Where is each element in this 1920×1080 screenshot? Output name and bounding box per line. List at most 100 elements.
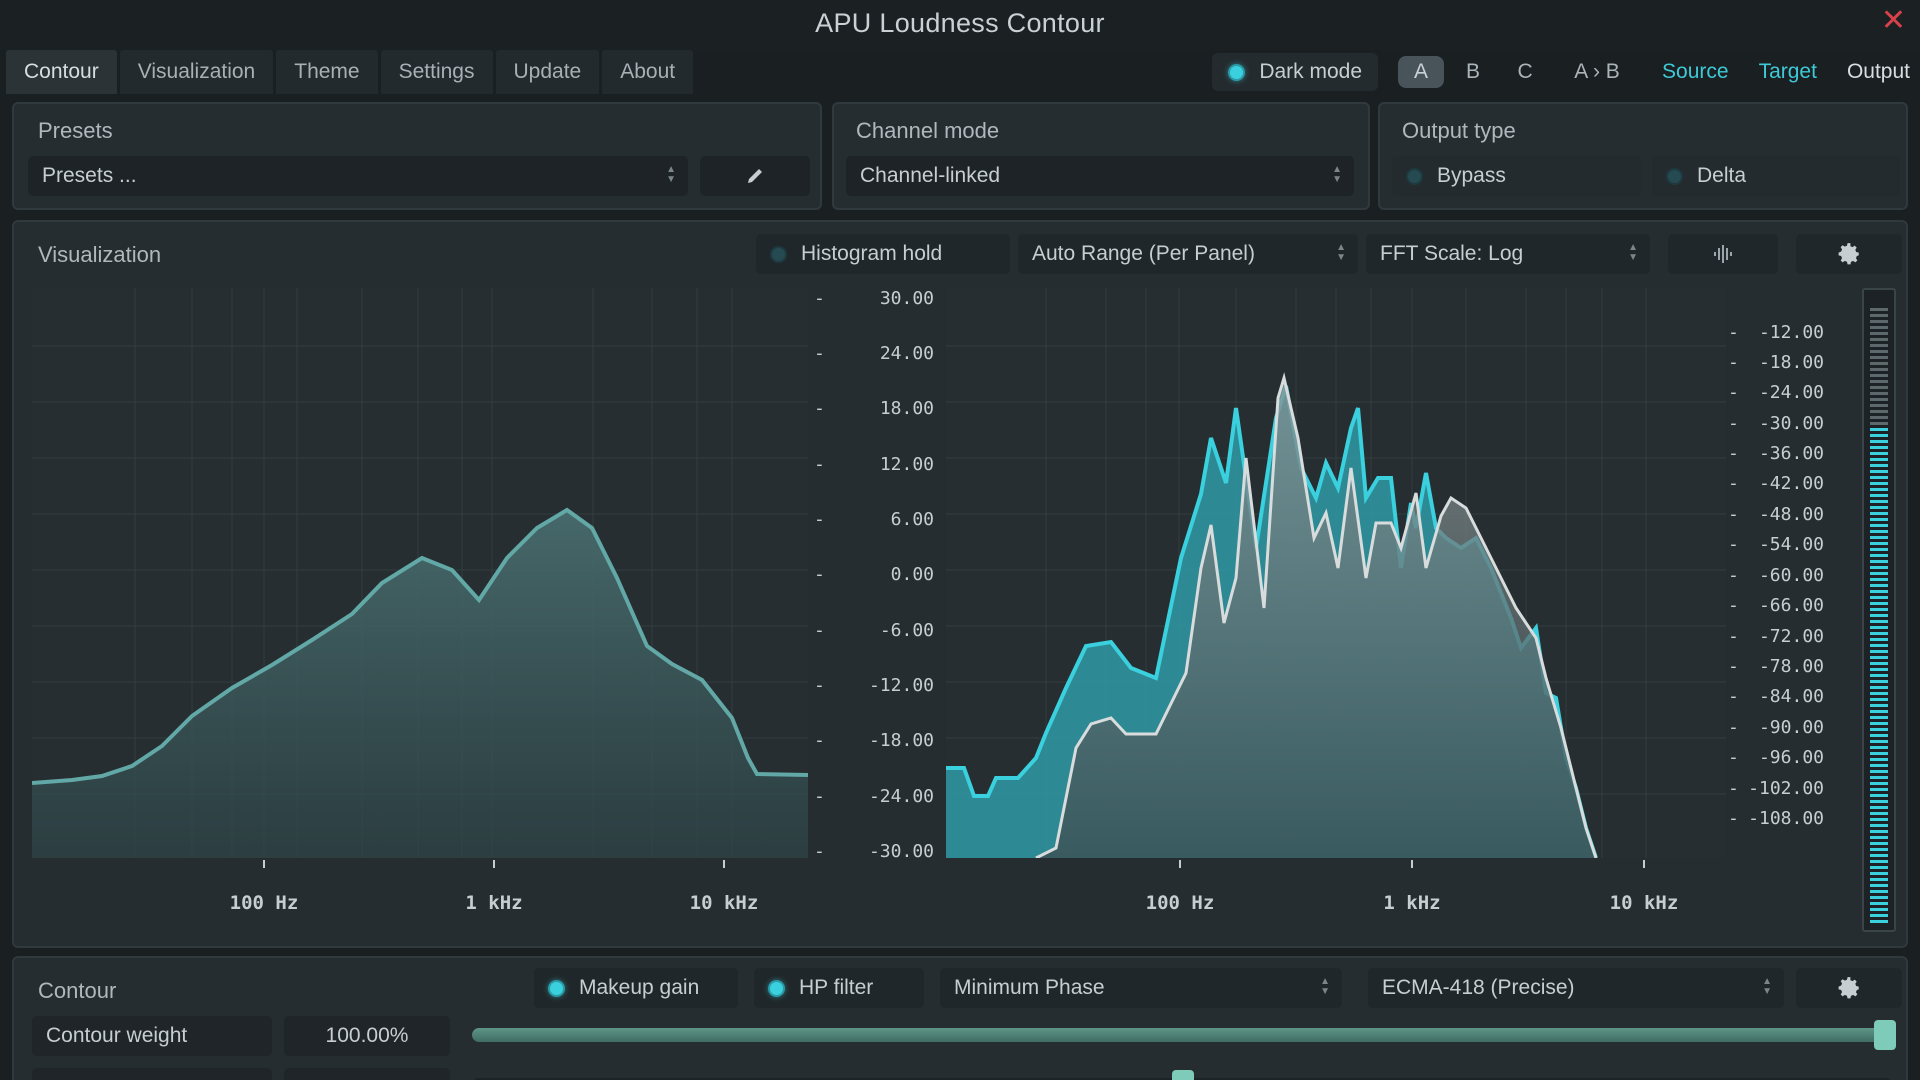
visualization-title: Visualization [38,242,162,267]
scale-tick: - -30.00 [1728,413,1824,434]
output-type-title: Output type [1402,118,1516,143]
freq-tick [1411,860,1413,868]
next-row-label-box [32,1068,272,1080]
makeup-gain-toggle[interactable]: Makeup gain [534,968,738,1008]
freq-tick [263,860,265,868]
freq-label: 10 kHz [1609,892,1679,914]
freq-label: 100 Hz [1145,892,1215,914]
scale-tick: -18.00 [814,398,934,419]
freq-label: 1 kHz [465,892,523,914]
freq-label: 10 kHz [689,892,759,914]
slot-a-button[interactable]: A [1398,56,1445,88]
scale-tick: - -72.00 [1728,626,1824,647]
visualization-settings-button[interactable] [1796,234,1902,274]
makeup-gain-label: Makeup gain [579,976,700,999]
presets-title: Presets [38,118,113,143]
scale-tick: - -96.00 [1728,747,1824,768]
fft-scale-value: FFT Scale: Log [1380,242,1524,265]
fft-scale-dropdown[interactable]: FFT Scale: Log ▲ ▼ [1366,234,1650,274]
freq-tick [1179,860,1181,868]
contour-panel: Contour Makeup gain HP filter Minimum Ph… [12,956,1908,1080]
contour-weight-label-box: Contour weight [32,1016,272,1056]
contour-curve-plot: 30.00 [32,288,809,858]
tab-visualization[interactable]: Visualization [119,50,274,94]
scale-tick: - -30.00 [814,841,934,862]
slot-c-button[interactable]: C [1517,60,1533,83]
contour-curve-line [32,507,809,785]
copy-a-to-b-button[interactable]: A › B [1574,60,1620,83]
gear-icon [1838,243,1859,265]
contour-weight-value-text: 100.00% [325,1024,409,1047]
scale-tick: - -12.00 [814,675,934,696]
level-meter-idle [1870,308,1888,428]
tab-settings[interactable]: Settings [380,50,493,94]
level-meter [1862,288,1896,932]
scale-tick: -24.00 [814,343,934,364]
scale-tick: -6.00 [814,509,934,530]
window-title: APU Loudness Contour [815,8,1105,38]
presets-dropdown[interactable]: Presets ... ▲ ▼ [28,156,688,196]
updown-arrows-icon: ▲ ▼ [1320,976,1330,997]
hp-filter-toggle[interactable]: HP filter [754,968,924,1008]
dark-mode-toggle[interactable]: Dark mode [1212,53,1379,91]
tab-update[interactable]: Update [495,50,600,94]
freq-tick [723,860,725,868]
standard-dropdown[interactable]: ECMA-418 (Precise) ▲ ▼ [1368,968,1784,1008]
tab-theme[interactable]: Theme [276,50,378,94]
next-row-slider[interactable] [472,1070,1892,1080]
edit-preset-button[interactable] [700,156,810,196]
scale-tick: - -108.00 [1728,808,1824,829]
contour-weight-label: Contour weight [46,1024,188,1047]
view-output-button[interactable]: Output [1846,60,1910,83]
updown-arrows-icon: ▲ ▼ [1628,242,1638,263]
slider-fill [472,1028,1892,1042]
scale-tick: - -48.00 [1728,504,1824,525]
freq-label: 1 kHz [1383,892,1441,914]
scale-tick: - -18.00 [814,730,934,751]
toggle-indicator-icon [770,245,787,263]
toggle-indicator-icon [1666,167,1683,185]
bypass-toggle[interactable]: Bypass [1392,156,1642,196]
slot-b-button[interactable]: B [1466,60,1481,83]
updown-arrows-icon: ▲ ▼ [1332,164,1342,185]
tab-about[interactable]: About [602,50,694,94]
scale-tick: - -60.00 [1728,565,1824,586]
dark-mode-label: Dark mode [1259,60,1363,83]
delta-toggle[interactable]: Delta [1652,156,1900,196]
slider-handle[interactable] [1874,1020,1896,1050]
scale-tick: - -66.00 [1728,595,1824,616]
slider-handle[interactable] [1172,1070,1194,1080]
channel-mode-value: Channel-linked [860,164,1001,187]
channel-mode-dropdown[interactable]: Channel-linked ▲ ▼ [846,156,1354,196]
scale-tick: - -84.00 [1728,686,1824,707]
visualization-panel: Visualization Histogram hold Auto Range … [12,220,1908,948]
tab-contour[interactable]: Contour [6,50,117,94]
contour-weight-value[interactable]: 100.00% [284,1016,450,1056]
toggle-indicator-icon [768,979,785,997]
updown-arrows-icon: ▲ ▼ [666,164,676,185]
waveform-button[interactable] [1668,234,1778,274]
range-dropdown[interactable]: Auto Range (Per Panel) ▲ ▼ [1018,234,1358,274]
contour-settings-button[interactable] [1796,968,1902,1008]
freq-axis-left: 100 Hz 1 kHz 10 kHz [32,858,808,938]
view-source-button[interactable]: Source [1662,60,1729,83]
pencil-icon [748,169,762,183]
contour-weight-slider[interactable] [472,1020,1896,1050]
scale-tick: - -24.00 [814,786,934,807]
scale-tick: - -18.00 [1728,352,1824,373]
view-target-button[interactable]: Target [1758,60,1817,83]
close-icon[interactable]: ✕ [1880,4,1906,37]
toggle-indicator-icon [548,979,565,997]
phase-dropdown[interactable]: Minimum Phase ▲ ▼ [940,968,1342,1008]
gear-icon [1838,977,1859,999]
range-value: Auto Range (Per Panel) [1032,242,1255,265]
delta-label: Delta [1697,164,1747,187]
histogram-hold-label: Histogram hold [801,242,943,265]
histogram-hold-toggle[interactable]: Histogram hold [756,234,1010,274]
freq-tick [493,860,495,868]
scale-tick: - -78.00 [1728,656,1824,677]
contour-title: Contour [38,978,117,1003]
scale-tick: - -90.00 [1728,717,1824,738]
output-type-panel: Output type Bypass Delta [1378,102,1908,210]
freq-tick [1643,860,1645,868]
